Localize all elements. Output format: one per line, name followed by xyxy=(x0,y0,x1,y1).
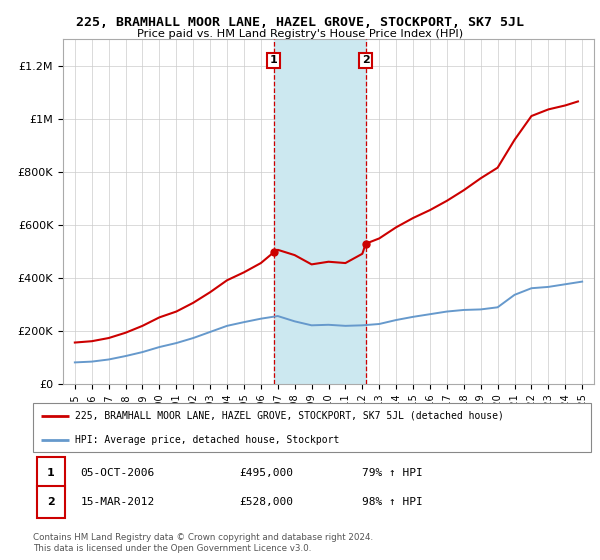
Text: 98% ↑ HPI: 98% ↑ HPI xyxy=(362,497,423,507)
FancyBboxPatch shape xyxy=(37,486,65,517)
Text: £495,000: £495,000 xyxy=(239,468,293,478)
Text: 05-OCT-2006: 05-OCT-2006 xyxy=(80,468,155,478)
FancyBboxPatch shape xyxy=(33,403,591,452)
Text: HPI: Average price, detached house, Stockport: HPI: Average price, detached house, Stoc… xyxy=(75,435,339,445)
Text: 15-MAR-2012: 15-MAR-2012 xyxy=(80,497,155,507)
Text: £528,000: £528,000 xyxy=(239,497,293,507)
Text: 1: 1 xyxy=(269,55,277,66)
Bar xyxy=(274,39,366,384)
Text: 225, BRAMHALL MOOR LANE, HAZEL GROVE, STOCKPORT, SK7 5JL (detached house): 225, BRAMHALL MOOR LANE, HAZEL GROVE, ST… xyxy=(75,410,504,421)
FancyBboxPatch shape xyxy=(37,457,65,489)
Text: 79% ↑ HPI: 79% ↑ HPI xyxy=(362,468,423,478)
Text: 1: 1 xyxy=(47,468,55,478)
Text: 2: 2 xyxy=(362,55,370,66)
Text: 225, BRAMHALL MOOR LANE, HAZEL GROVE, STOCKPORT, SK7 5JL: 225, BRAMHALL MOOR LANE, HAZEL GROVE, ST… xyxy=(76,16,524,29)
Text: 2: 2 xyxy=(47,497,55,507)
Text: Contains HM Land Registry data © Crown copyright and database right 2024.
This d: Contains HM Land Registry data © Crown c… xyxy=(33,533,373,553)
Text: Price paid vs. HM Land Registry's House Price Index (HPI): Price paid vs. HM Land Registry's House … xyxy=(137,29,463,39)
